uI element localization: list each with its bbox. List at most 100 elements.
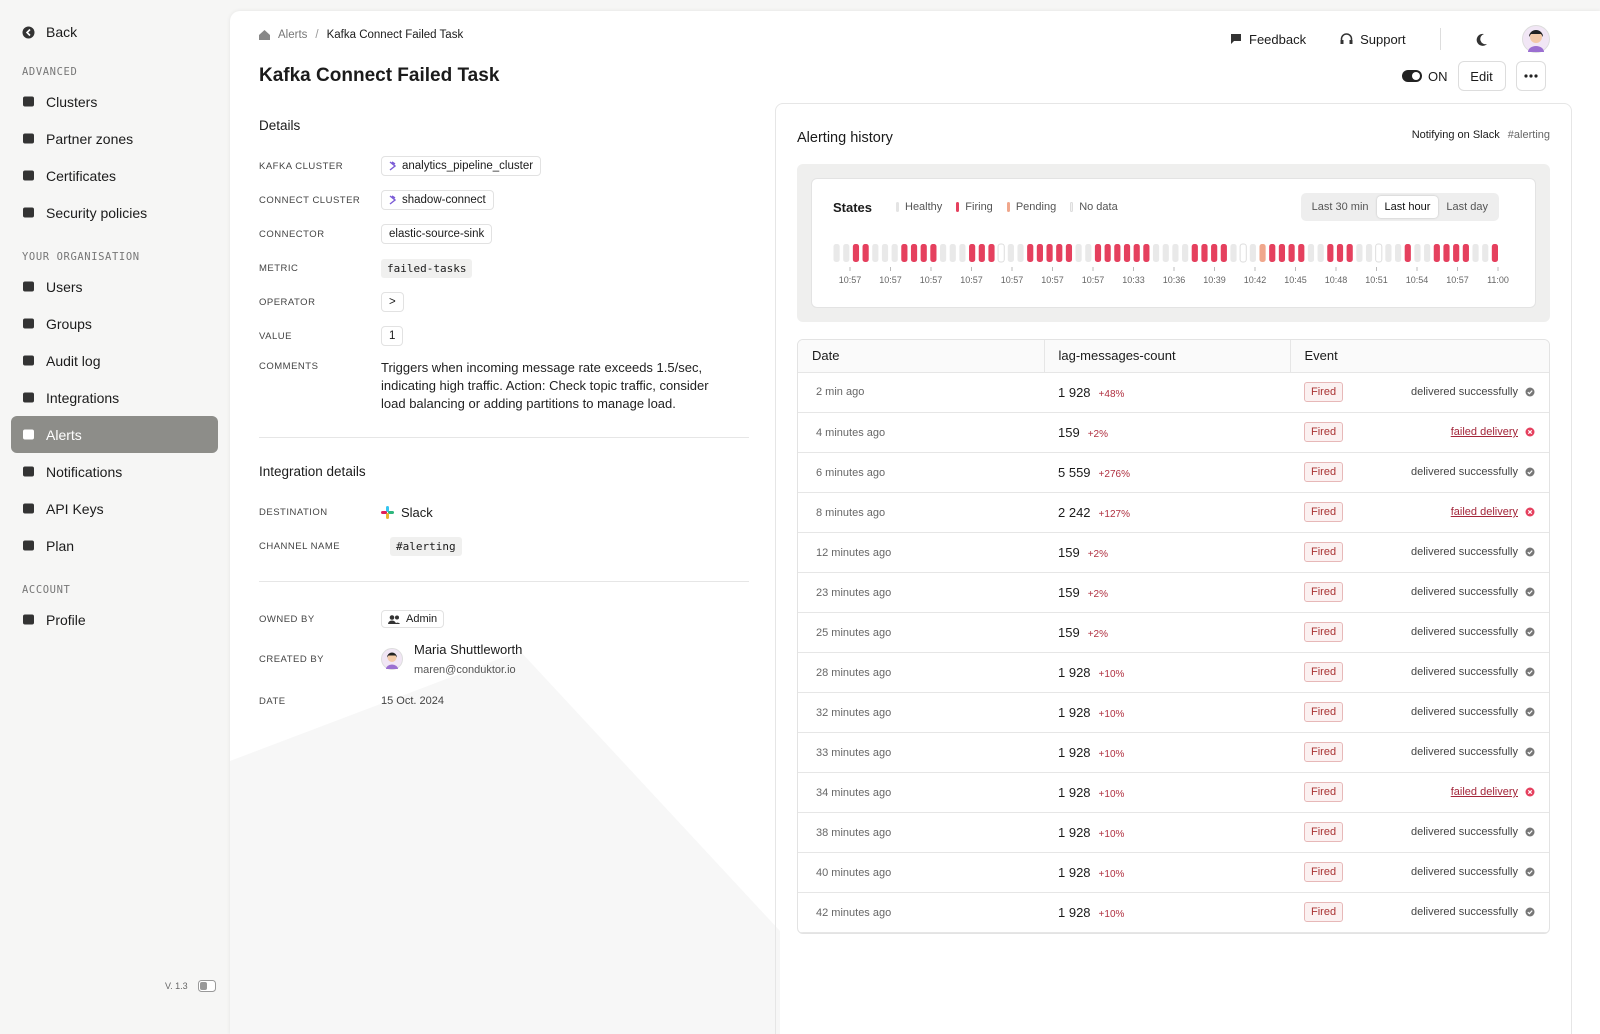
notifying-channel: #alerting [1507,129,1550,141]
delivery-status: delivered successfully [1411,826,1535,838]
on-toggle[interactable]: ON [1402,69,1448,84]
icon-shape [23,503,34,514]
status-label[interactable]: failed delivery [1450,786,1518,798]
breadcrumb-link[interactable]: Alerts [278,29,308,41]
nav-item[interactable]: Partner zones [11,120,218,157]
theme-toggle[interactable] [1475,33,1488,46]
count-cell: 159 +2% [1044,412,1290,453]
nav-item[interactable]: Groups [11,305,218,342]
feedback-link[interactable]: Feedback [1230,32,1306,47]
date-cell: 38 minutes ago [798,812,1044,853]
delivery-status: failed delivery [1451,426,1535,438]
count-change: +2% [1087,629,1108,640]
nav-item[interactable]: Security policies [11,194,218,231]
range-option[interactable]: Last 30 min [1311,201,1369,213]
nav-item[interactable]: Profile [11,601,218,638]
count-cell: 1 928 +10% [1044,732,1290,773]
nav-item[interactable]: Integrations [11,379,218,416]
legend-item: No data [1070,201,1118,213]
user-avatar[interactable] [1521,25,1550,53]
detail-value: #alerting [390,536,462,556]
event-badge: Fired [1304,662,1344,682]
nav-item[interactable]: Notifications [11,453,218,490]
range-option[interactable]: Last day [1446,201,1488,213]
state-bar [1433,244,1440,262]
state-bar [1123,244,1131,262]
count-cell: 2 242 +127% [1044,492,1290,533]
detail-value: shadow-connect [402,194,486,206]
status-label[interactable]: failed delivery [1450,426,1518,438]
legend-label: Firing [965,201,993,213]
icon-shape [23,540,34,551]
detail-value: analytics_pipeline_cluster [402,160,534,172]
legend-swatch [956,202,960,212]
nav-item[interactable]: Plan [11,527,218,564]
more-button[interactable] [1515,61,1546,91]
status-icon [1525,867,1535,877]
nav-item[interactable]: API Keys [11,490,218,527]
event-cell: Fired delivered successfully [1290,573,1549,613]
count-cell: 159 +2% [1044,572,1290,613]
icon-shape [1525,667,1535,677]
nav-item[interactable]: Users [11,268,218,305]
detail-row: METRIC failed-tasks [259,257,749,279]
event-badge: Fired [1304,902,1344,922]
state-bar [833,244,840,262]
state-bar [1259,244,1266,262]
nav-icon [23,503,34,514]
home-icon [259,30,270,40]
nav-item[interactable]: Audit log [11,342,218,379]
support-icon [1340,33,1353,44]
event-badge: Fired [1304,582,1344,602]
nav-item[interactable]: Certificates [11,157,218,194]
state-bar [1307,244,1315,262]
states-panel: States Healthy Firing Pending No data Last … [797,164,1550,322]
state-bar [1375,243,1383,263]
icon-shape [1527,830,1533,835]
status-icon [1525,587,1535,597]
count-change: +276% [1098,469,1130,480]
state-bar [1152,244,1160,262]
state-bar [1036,244,1043,262]
state-bar [1327,244,1334,262]
nav-icon [23,466,34,477]
icon-shape [23,96,34,107]
icon-shape [1527,910,1533,915]
detail-label: CONNECT CLUSTER [259,194,361,206]
range-option[interactable]: Last hour [1376,196,1439,218]
nav-item[interactable]: Alerts [11,416,218,453]
state-bar [1491,244,1498,262]
state-bar [930,244,937,262]
state-bar [978,244,985,262]
state-bar [1472,244,1479,262]
delivery-status: delivered successfully [1411,866,1535,878]
state-bar [1356,244,1363,262]
count-value: 5 559 [1058,465,1091,480]
icon-shape [1525,707,1535,717]
detail-value: failed-tasks [381,258,473,278]
states-title: States [833,200,873,215]
state-bar [852,244,860,262]
state-bar [1065,244,1073,262]
time-label: 10:45 [1284,275,1307,285]
state-bar [1269,244,1276,262]
back-link[interactable]: Back [11,18,218,46]
date-cell: 33 minutes ago [798,732,1044,773]
history-table: Date lag-messages-count Event 2 min ago 1 92… [798,340,1549,933]
delivery-status: delivered successfully [1411,466,1535,478]
event-badge: Fired [1304,422,1344,442]
detail-row: CREATED BY Maria Shuttleworth maren@condu… [259,642,749,676]
support-link[interactable]: Support [1340,32,1406,47]
legend-swatch [1070,202,1074,212]
state-bar [1143,244,1150,262]
delivery-status: failed delivery [1451,786,1535,798]
edit-button[interactable]: Edit [1457,61,1506,91]
status-label[interactable]: failed delivery [1450,506,1518,518]
detail-label: CHANNEL NAME [259,540,341,552]
toggle-icon[interactable] [197,980,216,992]
count-value: 1 928 [1058,825,1091,840]
detail-chip: shadow-connect [381,190,494,210]
state-bar [1211,244,1218,262]
count-cell: 1 928 +48% [1044,372,1290,413]
nav-item[interactable]: Clusters [11,83,218,120]
